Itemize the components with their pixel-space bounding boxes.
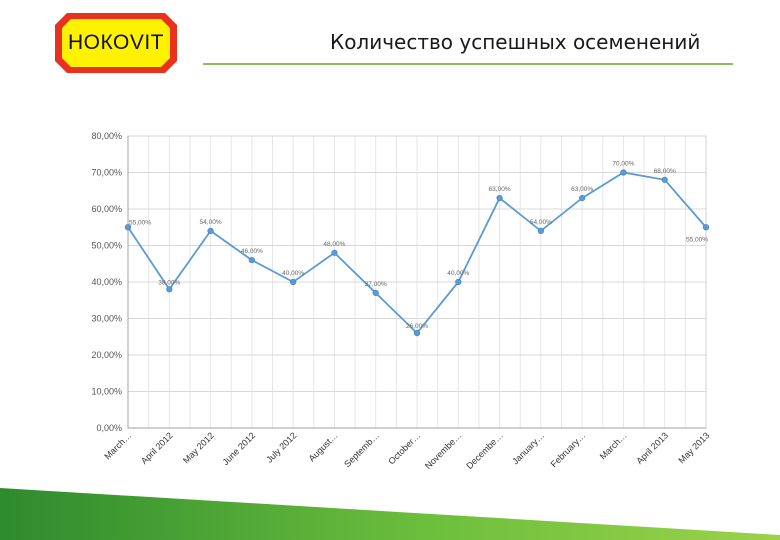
data-label: 70,00% [612, 161, 634, 168]
data-label: 63,00% [571, 186, 593, 193]
x-tick-label: May 2013 [676, 430, 711, 465]
data-point [166, 286, 173, 293]
line-chart: 0,00% 10,00% 20,00% 30,00% 40,00% 50,00% 60,00… [91, 131, 711, 471]
data-point [579, 194, 586, 202]
data-point [331, 249, 338, 256]
data-label: 38,00% [158, 279, 180, 286]
page-title: Количество успешных осеменений [330, 30, 701, 54]
y-tick-label: 80,00% [91, 131, 122, 141]
data-point [248, 257, 255, 264]
title-divider [203, 63, 733, 65]
x-tick-label: October… [386, 430, 422, 466]
x-tick-label: June 2012 [220, 430, 257, 467]
logo-badge [55, 13, 177, 73]
x-tick-label: April 2012 [139, 430, 175, 466]
y-tick-label: 60,00% [91, 204, 122, 214]
x-tick-label: July 2012 [264, 430, 298, 464]
y-tick-label: 70,00% [91, 168, 122, 178]
data-label: 48,00% [323, 241, 345, 248]
data-label: 55,00% [686, 236, 708, 243]
data-point [413, 330, 421, 337]
data-point [620, 169, 627, 176]
data-point [372, 289, 379, 297]
x-tick-label: Septemb… [342, 430, 381, 469]
data-point [290, 278, 297, 286]
data-label: 63,00% [489, 186, 511, 193]
logo-text: НОКОVIT [67, 31, 164, 54]
data-point [496, 194, 503, 202]
y-tick-label: 30,00% [91, 314, 122, 324]
data-point [537, 227, 544, 234]
data-label: 40,00% [282, 270, 304, 277]
data-point [702, 224, 710, 231]
y-tick-label: 40,00% [91, 277, 122, 287]
data-label: 54,00% [200, 219, 222, 226]
data-point [661, 176, 668, 183]
x-tick-label: January… [510, 430, 546, 466]
y-tick-label: 20,00% [91, 350, 122, 360]
x-tick-label: May 2012 [181, 430, 216, 465]
data-label: 46,00% [241, 248, 263, 255]
x-tick-label: April 2013 [634, 430, 670, 466]
x-tick-label: Novembe… [423, 430, 464, 471]
y-tick-label: 0,00% [96, 423, 122, 433]
data-point [455, 278, 462, 286]
data-label: 37,00% [365, 281, 387, 288]
data-point [207, 227, 214, 234]
footer-decoration [0, 488, 780, 540]
x-tick-label: March… [102, 430, 133, 461]
data-label: 54,00% [530, 219, 552, 226]
x-tick-label: August… [307, 430, 340, 463]
data-label: 40,00% [447, 270, 469, 277]
x-tick-label: February… [549, 430, 588, 469]
data-label: 68,00% [654, 168, 676, 175]
x-tick-label: Decembe… [464, 430, 505, 471]
data-label: 55,00% [129, 219, 151, 226]
x-tick-label: March… [598, 430, 629, 461]
data-label: 26,00% [406, 323, 428, 330]
data-point [124, 224, 132, 231]
y-tick-label: 10,00% [91, 387, 122, 397]
y-tick-label: 50,00% [91, 241, 122, 251]
company-logo: НОКОVIT [55, 13, 177, 73]
